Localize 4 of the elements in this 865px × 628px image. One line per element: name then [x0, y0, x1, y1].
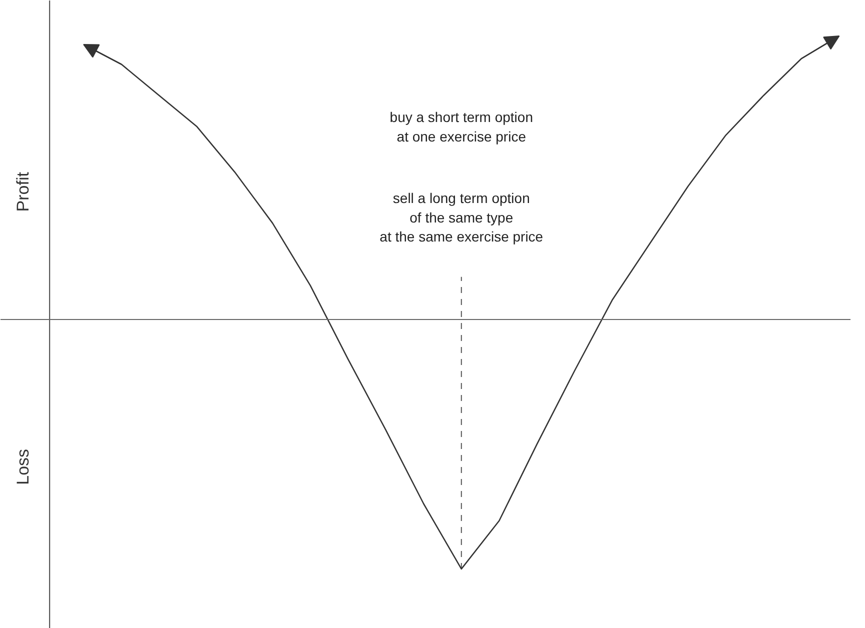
text: Loss — [14, 448, 33, 485]
text: Profit — [14, 172, 33, 212]
annotation: sell a long term option of the same type at the same exercise price — [380, 190, 544, 245]
annotation: buy a short term option at one exercise price — [390, 109, 533, 144]
